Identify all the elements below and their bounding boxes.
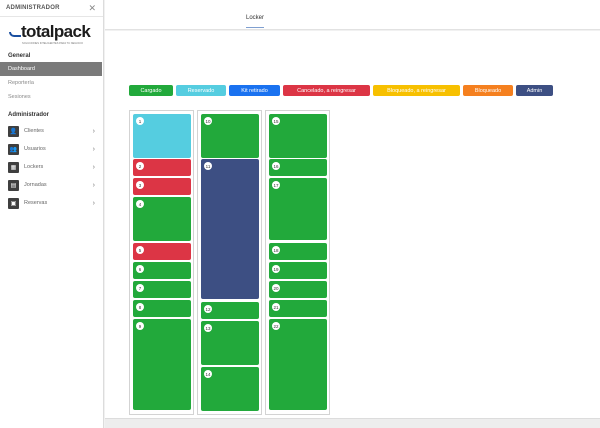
locker-number: 13 <box>204 324 212 332</box>
locker-cell-22[interactable]: 22 <box>269 319 327 410</box>
bottom-bar <box>105 418 600 428</box>
locker-number: 12 <box>204 305 212 313</box>
locker-number: 9 <box>136 322 144 330</box>
locker-cell-15[interactable]: 15 <box>269 114 327 158</box>
locker-column-3: 15 16 17 18 19 20 21 22 <box>265 110 330 415</box>
section-general-label: General <box>8 53 31 59</box>
locker-cell-14[interactable]: 14 <box>201 367 259 411</box>
locker-number: 16 <box>272 162 280 170</box>
locker-cell-1[interactable]: 1 <box>133 114 191 158</box>
locker-number: 7 <box>136 284 144 292</box>
user-icon: 👤 <box>8 125 19 137</box>
locker-cell-6[interactable]: 6 <box>133 262 191 279</box>
locker-cell-12[interactable]: 12 <box>201 302 259 319</box>
locker-cell-9[interactable]: 9 <box>133 319 191 410</box>
legend-cancelado-a-reingresar: Cancelado, a reingresar <box>283 85 370 96</box>
legend-admin: Admin <box>516 85 553 96</box>
locker-number: 8 <box>136 303 144 311</box>
sidebar-item-dashboard[interactable]: Dashboard <box>0 62 102 76</box>
locker-number: 14 <box>204 370 212 378</box>
chevron-right-icon: › <box>92 199 95 207</box>
locker-cell-2[interactable]: 2 <box>133 159 191 176</box>
locker-cell-19[interactable]: 19 <box>269 262 327 279</box>
locker-number: 17 <box>272 181 280 189</box>
locker-number: 1 <box>136 117 144 125</box>
calendar-icon: ▤ <box>8 179 19 191</box>
locker-number: 21 <box>272 303 280 311</box>
locker-cell-13[interactable]: 13 <box>201 321 259 365</box>
locker-number: 20 <box>272 284 280 292</box>
sidebar-item-label: Reservas <box>24 200 48 206</box>
sidebar-item-lockers[interactable]: ▦ Lockers › <box>0 158 103 176</box>
locker-cell-16[interactable]: 16 <box>269 159 327 176</box>
locker-cell-17[interactable]: 17 <box>269 178 327 240</box>
sidebar-item-label: Jornadas <box>24 182 47 188</box>
locker-cell-4[interactable]: 4 <box>133 197 191 241</box>
sidebar-item-usuarios[interactable]: 👥 Usuarios › <box>0 140 103 158</box>
sidebar-item-label: Lockers <box>24 164 44 170</box>
locker-cell-21[interactable]: 21 <box>269 300 327 317</box>
chevron-right-icon: › <box>92 145 95 153</box>
locker-number: 3 <box>136 181 144 189</box>
status-legend: Cargado Reservado Kit retirado Cancelado, a… <box>129 85 553 96</box>
tab-locker[interactable]: Locker <box>246 15 265 28</box>
sidebar-title: ADMINISTRADOR <box>6 5 60 11</box>
locker-cell-3[interactable]: 3 <box>133 178 191 195</box>
brand-logo[interactable]: totalpack SOLUCIONES INTELIGENTES PARA T… <box>0 17 103 47</box>
locker-cell-18[interactable]: 18 <box>269 243 327 260</box>
locker-column-1: 1 2 3 4 5 6 7 8 9 <box>129 110 194 415</box>
section-admin-label: Administrador <box>8 112 50 118</box>
locker-number: 6 <box>136 265 144 273</box>
legend-bloqueado-a-reingresar: Bloqueado, a reingresar <box>373 85 460 96</box>
locker-number: 19 <box>272 265 280 273</box>
locker-number: 18 <box>272 246 280 254</box>
locker-cell-20[interactable]: 20 <box>269 281 327 298</box>
sidebar-item-label: Usuarios <box>24 146 46 152</box>
logo-tagline: SOLUCIONES INTELIGENTES PARA TU NEGOCIO <box>22 42 84 45</box>
sidebar-item-reportería[interactable]: Reportería <box>8 80 34 86</box>
locker-number: 22 <box>272 322 280 330</box>
legend-cargado: Cargado <box>129 85 173 96</box>
general-menu: Dashboard Reportería Sesiones <box>0 62 103 104</box>
locker-cell-8[interactable]: 8 <box>133 300 191 317</box>
locker-cell-10[interactable]: 10 <box>201 114 259 158</box>
locker-column-2: 10 11 12 13 14 <box>197 110 262 415</box>
sidebar-item-clientes[interactable]: 👤 Clientes › <box>0 122 103 140</box>
locker-cell-7[interactable]: 7 <box>133 281 191 298</box>
sidebar-item-label: Clientes <box>24 128 44 134</box>
sidebar-item-jornadas[interactable]: ▤ Jornadas › <box>0 176 103 194</box>
chevron-right-icon: › <box>92 127 95 135</box>
close-icon[interactable]: ✕ <box>88 2 96 13</box>
locker-number: 11 <box>204 162 212 170</box>
locker-cell-11[interactable]: 11 <box>201 159 259 299</box>
legend-reservado: Reservado <box>176 85 226 96</box>
locker-cell-5[interactable]: 5 <box>133 243 191 260</box>
top-bar: Locker <box>105 0 600 30</box>
logo-mark-icon <box>8 26 21 38</box>
chevron-right-icon: › <box>92 181 95 189</box>
legend-kit-retirado: Kit retirado <box>229 85 280 96</box>
chevron-right-icon: › <box>92 163 95 171</box>
users-icon: 👥 <box>8 143 19 155</box>
main-panel: Cargado Reservado Kit retirado Cancelado, a… <box>105 31 600 418</box>
locker-number: 4 <box>136 200 144 208</box>
bookmark-icon: ▣ <box>8 197 19 209</box>
sidebar: ADMINISTRADOR ✕ totalpack SOLUCIONES INT… <box>0 0 104 428</box>
sidebar-item-sesiones[interactable]: Sesiones <box>8 94 31 100</box>
locker-icon: ▦ <box>8 161 19 173</box>
admin-menu: 👤 Clientes › 👥 Usuarios › ▦ Lockers › ▤ Jornadas › ▣… <box>0 122 103 212</box>
locker-number: 10 <box>204 117 212 125</box>
locker-number: 5 <box>136 246 144 254</box>
sidebar-item-reservas[interactable]: ▣ Reservas › <box>0 194 103 212</box>
sidebar-header: ADMINISTRADOR ✕ <box>0 0 103 17</box>
legend-bloqueado: Bloqueado <box>463 85 513 96</box>
locker-number: 15 <box>272 117 280 125</box>
logo-text: totalpack <box>21 22 91 41</box>
locker-number: 2 <box>136 162 144 170</box>
